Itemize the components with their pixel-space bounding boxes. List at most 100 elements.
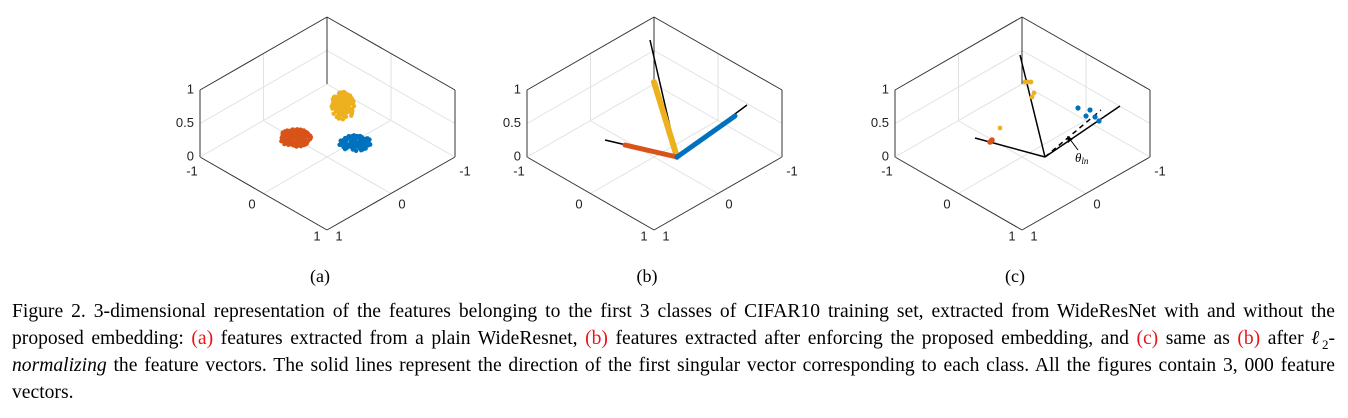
annotation-symbol: θ: [1075, 150, 1082, 165]
point: [329, 104, 335, 109]
point: [1028, 79, 1034, 85]
grid-line: [526, 50, 655, 124]
direction-line: [1044, 105, 1121, 158]
caption-segment: (b): [585, 328, 608, 349]
point: [1087, 107, 1093, 113]
y-tick-label: -1: [1154, 163, 1166, 178]
grid-line: [653, 50, 783, 124]
z-tick-label: 0: [882, 148, 889, 163]
annotation: θln: [1075, 150, 1089, 166]
z-tick-label: 0.5: [503, 115, 521, 130]
arrow-head: [1067, 136, 1073, 143]
point: [342, 110, 348, 115]
x-tick-label: 0: [248, 196, 255, 211]
direction-line: [974, 137, 1046, 158]
axis-line: [526, 156, 655, 231]
y-tick-label: 0: [725, 196, 732, 211]
point: [303, 135, 308, 140]
point: [288, 137, 294, 142]
point: [351, 103, 357, 109]
feature-band: [622, 142, 680, 160]
point: [350, 141, 356, 147]
point: [346, 107, 351, 113]
point: [357, 142, 362, 147]
point: [341, 114, 346, 119]
z-tick-label: 1: [882, 81, 889, 96]
axis-line: [526, 16, 655, 91]
point: [335, 101, 341, 106]
panel: 10.50-101-101(c)θln: [871, 16, 1166, 287]
y-tick-label: 0: [1093, 196, 1100, 211]
point: [301, 142, 307, 148]
panel: 10.50-101-101(b): [503, 16, 798, 287]
point: [333, 106, 338, 112]
axis-line: [326, 156, 456, 231]
axis-line: [199, 156, 328, 231]
point: [339, 93, 345, 99]
point: [364, 141, 370, 147]
feature-band: [651, 79, 680, 160]
point: [294, 135, 299, 141]
caption: Figure 2. 3-dimensional representation o…: [12, 298, 1335, 406]
x-tick-label: 1: [313, 228, 320, 243]
point: [347, 95, 352, 100]
point: [360, 138, 366, 143]
point: [280, 132, 285, 138]
point: [1092, 114, 1098, 120]
x-tick-label: 1: [640, 228, 647, 243]
point: [295, 128, 300, 133]
point: [290, 127, 296, 132]
point: [341, 97, 347, 103]
point: [997, 125, 1003, 131]
point: [1031, 90, 1037, 96]
point: [282, 138, 287, 143]
axis-line: [894, 83, 1023, 158]
z-tick-label: 0.5: [871, 115, 889, 130]
axis-line: [653, 16, 783, 91]
point: [305, 139, 310, 144]
point: [341, 144, 346, 150]
grid-line: [199, 50, 328, 124]
point: [339, 101, 345, 106]
point: [342, 91, 348, 96]
caption-segment: the feature vectors. The solid lines rep…: [12, 355, 1335, 403]
point: [286, 129, 291, 135]
caption-segment: after: [1260, 328, 1312, 349]
point: [1083, 113, 1089, 119]
axis-line: [199, 16, 328, 91]
point: [353, 148, 359, 154]
grid-line: [894, 50, 1023, 124]
axis-line: [894, 16, 1023, 91]
caption-segment: (b): [1237, 328, 1261, 349]
grid-line: [589, 120, 719, 194]
panel-label: (b): [637, 266, 658, 287]
axis-line: [1021, 83, 1151, 158]
point: [343, 103, 348, 109]
point: [294, 144, 299, 149]
figure: 10.50-101-101(a)10.50-101-101(b)10.50-10…: [176, 16, 1166, 287]
point: [279, 139, 284, 144]
z-tick-label: 0: [187, 148, 194, 163]
y-tick-label: 0: [398, 196, 405, 211]
x-tick-label: 1: [1008, 228, 1015, 243]
caption-segment: (c): [1136, 328, 1159, 349]
axis-line: [199, 83, 328, 158]
y-tick-label: -1: [786, 163, 798, 178]
y-tick-label: 1: [1030, 228, 1037, 243]
point: [339, 104, 344, 109]
point: [336, 113, 341, 118]
point: [334, 97, 340, 103]
caption-segment: (a): [191, 328, 214, 349]
grid-line: [326, 50, 456, 124]
grid-line: [1021, 50, 1151, 124]
point: [345, 145, 350, 150]
point: [354, 134, 359, 140]
caption-segment: ℓ: [1311, 328, 1322, 349]
z-tick-label: 0: [514, 148, 521, 163]
point: [1075, 105, 1081, 111]
point: [342, 141, 348, 146]
caption-segment: 2: [1321, 336, 1329, 352]
feature-band: [674, 113, 738, 160]
point: [357, 146, 362, 151]
x-tick-label: -1: [513, 163, 525, 178]
